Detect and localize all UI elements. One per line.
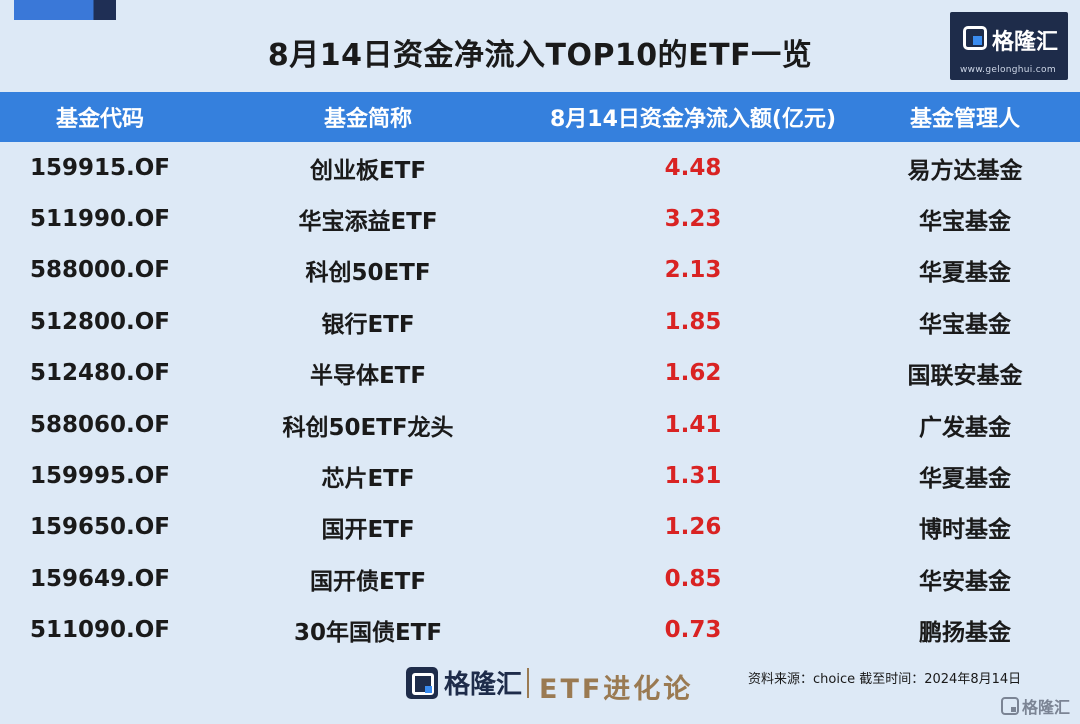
fund-name: 国开债ETF [309,568,427,595]
table-row: 159650.OF 国开ETF 1.26 博时基金 [0,502,1080,553]
fund-manager: 广发基金 [919,414,1011,441]
fund-name: 银行ETF [321,311,415,338]
fund-name: 华宝添益ETF [298,209,438,236]
fund-code: 159995.OF [29,463,171,490]
fund-manager: 易方达基金 [907,157,1023,184]
footer-divider [527,668,529,698]
fund-manager: 博时基金 [919,517,1011,544]
brand-logo: 格隆汇 www.gelonghui.com [950,12,1068,80]
fund-manager: 华夏基金 [919,466,1011,493]
net-inflow: 1.41 [664,411,722,438]
footer-brand: ETF进化论 [539,674,694,705]
table-row: 512800.OF 银行ETF 1.85 华宝基金 [0,296,1080,347]
fund-name: 国开ETF [321,517,415,544]
net-inflow: 2.13 [664,257,722,284]
fund-name: 创业板ETF [309,157,427,184]
fund-name: 科创50ETF [305,260,431,287]
footer-logo-text: 格隆汇 [444,670,523,700]
header-fund-name: 基金简称 [323,107,412,132]
net-inflow: 1.85 [664,308,722,335]
fund-manager: 华安基金 [919,568,1011,595]
table-row: 511990.OF 华宝添益ETF 3.23 华宝基金 [0,193,1080,244]
table-row: 588000.OF 科创50ETF 2.13 华夏基金 [0,245,1080,296]
gelonghui-logo-icon [963,26,987,50]
logo-name: 格隆汇 [992,30,1059,55]
logo-url: www.gelonghui.com [960,65,1056,75]
table-row: 588060.OF 科创50ETF龙头 1.41 广发基金 [0,399,1080,450]
fund-manager: 华宝基金 [919,311,1011,338]
fund-manager: 华夏基金 [919,260,1011,287]
net-inflow: 1.26 [664,514,722,541]
table-body: 159915.OF 创业板ETF 4.48 易方达基金 511990.OF 华宝… [0,142,1080,656]
fund-manager: 华宝基金 [919,209,1011,236]
net-inflow: 1.62 [664,360,722,387]
net-inflow: 4.48 [664,154,722,181]
data-source-note: 资料来源：choice 截至时间：2024年8月14日 [748,672,1022,687]
table-row: 159915.OF 创业板ETF 4.48 易方达基金 [0,142,1080,193]
net-inflow: 0.73 [664,617,722,644]
fund-name: 科创50ETF龙头 [282,414,454,441]
fund-code: 159649.OF [29,565,171,592]
fund-manager: 鹏扬基金 [919,620,1011,647]
watermark-logo-icon [1000,697,1019,715]
fund-code: 159650.OF [29,514,171,541]
table-row: 159995.OF 芯片ETF 1.31 华夏基金 [0,450,1080,501]
fund-name: 芯片ETF [321,466,415,493]
table-row: 512480.OF 半导体ETF 1.62 国联安基金 [0,348,1080,399]
fund-code: 159915.OF [29,154,171,181]
fund-code: 511990.OF [29,206,171,233]
footer-logo: 格隆汇 [406,664,522,701]
fund-code: 512480.OF [29,360,171,387]
net-inflow: 3.23 [664,206,722,233]
watermark-text: 格隆汇 [1021,698,1070,717]
header-net-inflow: 8月14日资金净流入额(亿元) [549,107,837,132]
watermark: 格隆汇 [1000,694,1070,718]
fund-code: 588060.OF [29,411,171,438]
fund-code: 512800.OF [29,308,171,335]
table-header: 基金代码 基金简称 8月14日资金净流入额(亿元) 基金管理人 [0,92,1080,142]
gelonghui-logo-icon [406,666,438,699]
fund-name: 半导体ETF [309,363,427,390]
table-row: 511090.OF 30年国债ETF 0.73 鹏扬基金 [0,605,1080,656]
table-row: 159649.OF 国开债ETF 0.85 华安基金 [0,553,1080,604]
net-inflow: 0.85 [664,565,722,592]
fund-manager: 国联安基金 [907,363,1023,390]
page-title: 8月14日资金净流入TOP10的ETF一览 [267,38,813,73]
header-fund-manager: 基金管理人 [909,107,1020,132]
header-fund-code: 基金代码 [55,107,144,132]
fund-name: 30年国债ETF [293,620,443,647]
net-inflow: 1.31 [664,463,722,490]
fund-code: 588000.OF [29,257,171,284]
fund-code: 511090.OF [29,617,171,644]
corner-decoration [14,0,116,20]
